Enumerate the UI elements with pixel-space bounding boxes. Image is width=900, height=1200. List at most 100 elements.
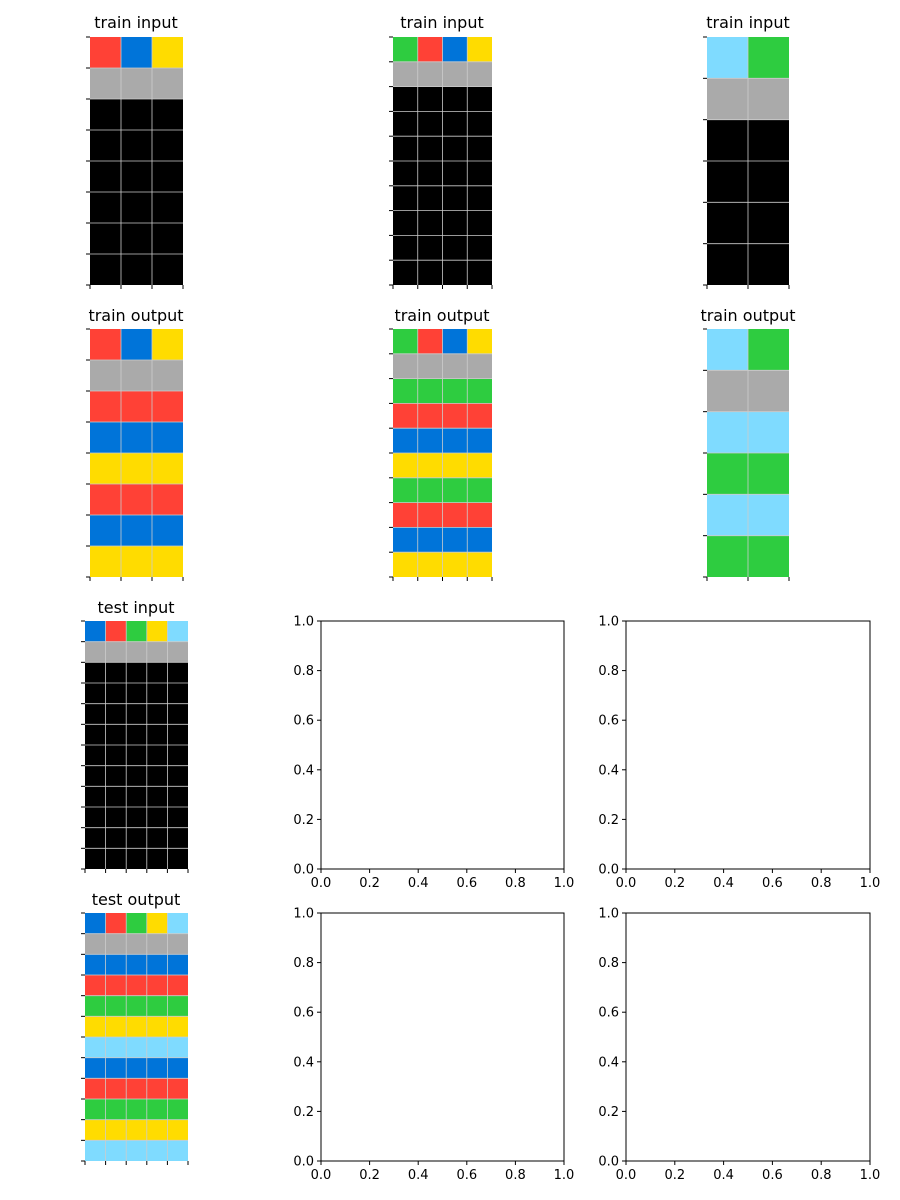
grid-cell bbox=[90, 329, 121, 360]
grid-cell bbox=[146, 683, 168, 704]
grid-cell bbox=[393, 86, 418, 112]
axes-frame bbox=[320, 912, 565, 1162]
grid-cell bbox=[393, 329, 418, 354]
x-tick-label: 1.0 bbox=[554, 876, 575, 891]
grid-cell bbox=[442, 477, 468, 503]
grid-cell bbox=[393, 161, 418, 186]
grid-cell bbox=[126, 662, 147, 683]
grid-cell bbox=[90, 161, 121, 192]
grid-cell bbox=[90, 453, 121, 484]
empty-axes-row4-col2: 0.0 0.2 0.4 0.6 0.8 1.0 0.0 0.2 0.4 0.6 0.8 1.0 bbox=[293, 907, 574, 1184]
x-tick-label: 1.0 bbox=[860, 876, 881, 891]
grid-cell bbox=[393, 61, 418, 87]
grid-cell bbox=[442, 235, 468, 261]
grid-cell bbox=[90, 192, 121, 223]
y-tick-label: 1.0 bbox=[293, 615, 314, 630]
x-tick-label: 0.0 bbox=[311, 876, 332, 891]
grid-cell bbox=[748, 329, 789, 371]
x-tick-label: 0.2 bbox=[664, 876, 685, 891]
grid-cell bbox=[126, 1119, 147, 1141]
grid-cell bbox=[152, 391, 183, 422]
grid-cell bbox=[467, 185, 492, 211]
panel-title-train-output-1: train output bbox=[88, 306, 184, 325]
grid-cell bbox=[152, 422, 183, 453]
grid-panel-1 bbox=[389, 36, 493, 289]
empty-axes-row4-col3: 0.0 0.2 0.4 0.6 0.8 1.0 0.0 0.2 0.4 0.6 0.8 1.0 bbox=[598, 907, 880, 1184]
grid-cell bbox=[126, 913, 147, 934]
grid-cell bbox=[442, 378, 468, 404]
grid-cell bbox=[105, 641, 127, 663]
grid-cell bbox=[707, 37, 748, 79]
grid-cell bbox=[748, 370, 789, 412]
grid-cell bbox=[393, 235, 418, 261]
y-tick-label: 0.0 bbox=[598, 863, 619, 878]
grid-cell bbox=[105, 786, 127, 807]
panel-title-test-input: test input bbox=[97, 598, 175, 617]
grid-panel-3 bbox=[86, 328, 184, 581]
grid-cell bbox=[121, 99, 152, 130]
grid-cell bbox=[85, 933, 106, 955]
grid-cell bbox=[146, 827, 168, 849]
grid-cell bbox=[417, 477, 443, 503]
grid-cell bbox=[467, 235, 492, 261]
grid-cell bbox=[85, 662, 106, 683]
grid-cell bbox=[121, 484, 152, 515]
grid-cell bbox=[146, 807, 168, 828]
grid-cell bbox=[126, 1016, 147, 1037]
axes-frame bbox=[625, 620, 871, 870]
grid-cell bbox=[442, 527, 468, 553]
grid-cell bbox=[146, 703, 168, 725]
grid-cell bbox=[417, 403, 443, 429]
x-tick-label: 0.6 bbox=[456, 1168, 477, 1183]
grid-cell bbox=[748, 535, 789, 577]
grid-cell bbox=[146, 1099, 168, 1120]
grid-cell bbox=[121, 360, 152, 391]
grid-cell bbox=[707, 329, 748, 371]
grid-cell bbox=[85, 954, 106, 975]
grid-cell bbox=[707, 494, 748, 536]
grid-cell bbox=[393, 37, 418, 62]
grid-cell bbox=[90, 515, 121, 546]
grid-cell bbox=[393, 210, 418, 236]
grid-cell bbox=[105, 1119, 127, 1141]
grid-cell bbox=[105, 807, 127, 828]
grid-cell bbox=[121, 391, 152, 422]
y-tick-label: 0.0 bbox=[293, 863, 314, 878]
grid-cell bbox=[126, 724, 147, 745]
grid-cell bbox=[442, 210, 468, 236]
grid-cell bbox=[152, 37, 183, 68]
grid-cell bbox=[90, 99, 121, 130]
grid-cell bbox=[146, 913, 168, 934]
grid-cell bbox=[85, 807, 106, 828]
empty-axes-row3-col2: 0.0 0.2 0.4 0.6 0.8 1.0 0.0 0.2 0.4 0.6 0.8 1.0 bbox=[293, 615, 574, 892]
y-tick-label: 0.2 bbox=[598, 1105, 619, 1120]
grid-cell bbox=[748, 202, 789, 244]
grid-cell bbox=[126, 954, 147, 975]
grid-cell bbox=[417, 185, 443, 211]
grid-cell bbox=[167, 765, 188, 787]
x-tick-label: 1.0 bbox=[554, 1168, 575, 1183]
grid-panel-4 bbox=[389, 328, 493, 581]
grid-cell bbox=[85, 621, 106, 642]
grid-cell bbox=[467, 552, 492, 577]
grid-cell bbox=[442, 329, 468, 354]
grid-cell bbox=[126, 827, 147, 849]
panel-title-train-input-3: train input bbox=[706, 13, 790, 32]
grid-cell bbox=[85, 683, 106, 704]
y-tick-label: 1.0 bbox=[598, 615, 619, 630]
grid-cell bbox=[152, 192, 183, 223]
grid-cell bbox=[167, 621, 188, 642]
panel-title-train-input-2: train input bbox=[400, 13, 484, 32]
grid-cell bbox=[126, 786, 147, 807]
y-tick-label: 0.8 bbox=[293, 664, 314, 679]
grid-cell bbox=[442, 161, 468, 186]
grid-cell bbox=[467, 477, 492, 503]
grid-cell bbox=[90, 422, 121, 453]
grid-cell bbox=[167, 913, 188, 934]
y-tick-label: 0.0 bbox=[293, 1155, 314, 1170]
grid-cell bbox=[417, 260, 443, 285]
x-tick-label: 0.0 bbox=[311, 1168, 332, 1183]
grid-cell bbox=[748, 78, 789, 120]
grid-cell bbox=[748, 37, 789, 79]
